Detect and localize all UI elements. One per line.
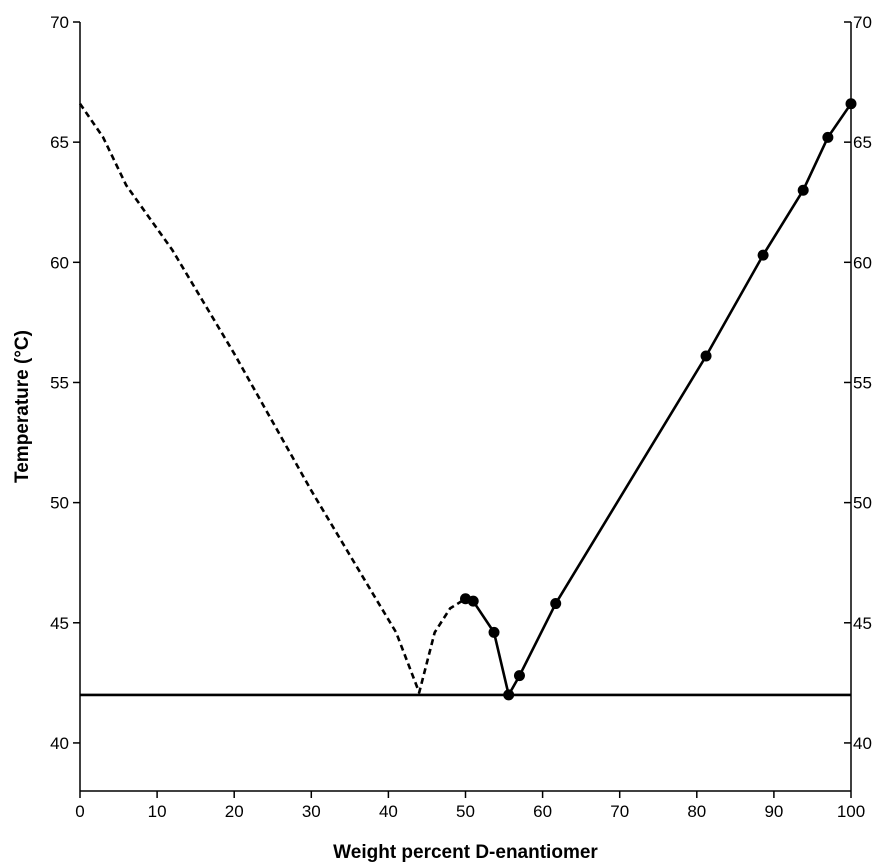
y-tick-label-left: 70 bbox=[50, 13, 69, 32]
axes: 0 10 20 30 40 50 60 70 80 90 100 40 45 50 55 60 65 70 40 45… bbox=[50, 13, 872, 821]
series-2-line bbox=[465, 102, 853, 697]
y-tick-label-left: 65 bbox=[50, 133, 69, 152]
series-1-line bbox=[78, 102, 467, 694]
x-axis-title: Weight percent D-enantiomer bbox=[333, 842, 598, 863]
y-tick-label-left: 60 bbox=[50, 253, 69, 272]
y-tick-label-right: 50 bbox=[853, 494, 872, 513]
data-point bbox=[550, 598, 562, 610]
x-tick-label: 60 bbox=[533, 802, 552, 821]
y-tick-label-left: 50 bbox=[50, 494, 69, 513]
data-point bbox=[488, 626, 500, 638]
y-tick-label-left: 40 bbox=[50, 734, 69, 753]
data-point bbox=[845, 98, 857, 110]
data-point bbox=[757, 249, 769, 261]
x-tick-label: 30 bbox=[302, 802, 321, 821]
data-point bbox=[700, 350, 712, 362]
data-point bbox=[822, 131, 834, 143]
y-tick-label-right: 70 bbox=[853, 13, 872, 32]
x-tick-label: 20 bbox=[225, 802, 244, 821]
y-tick-label-right: 55 bbox=[853, 373, 872, 392]
x-tick-label: 90 bbox=[764, 802, 783, 821]
x-tick-label: 0 bbox=[75, 802, 84, 821]
y-axis-title: Temperature (°C) bbox=[12, 330, 33, 483]
y-tick-label-left: 45 bbox=[50, 614, 69, 633]
y-tick-label-right: 40 bbox=[853, 734, 872, 753]
x-tick-label: 70 bbox=[610, 802, 629, 821]
x-tick-label: 80 bbox=[687, 802, 706, 821]
data-point bbox=[467, 595, 479, 607]
y-tick-label-right: 60 bbox=[853, 253, 872, 272]
data-point bbox=[513, 670, 525, 682]
data-point bbox=[797, 184, 809, 196]
y-tick-label-left: 55 bbox=[50, 373, 69, 392]
x-tick-label: 100 bbox=[837, 802, 865, 821]
y-tick-label-right: 65 bbox=[853, 133, 872, 152]
x-tick-label: 50 bbox=[456, 802, 475, 821]
x-tick-label: 10 bbox=[148, 802, 167, 821]
series-layer bbox=[78, 98, 857, 701]
x-tick-label: 40 bbox=[379, 802, 398, 821]
y-tick-label-right: 45 bbox=[853, 614, 872, 633]
